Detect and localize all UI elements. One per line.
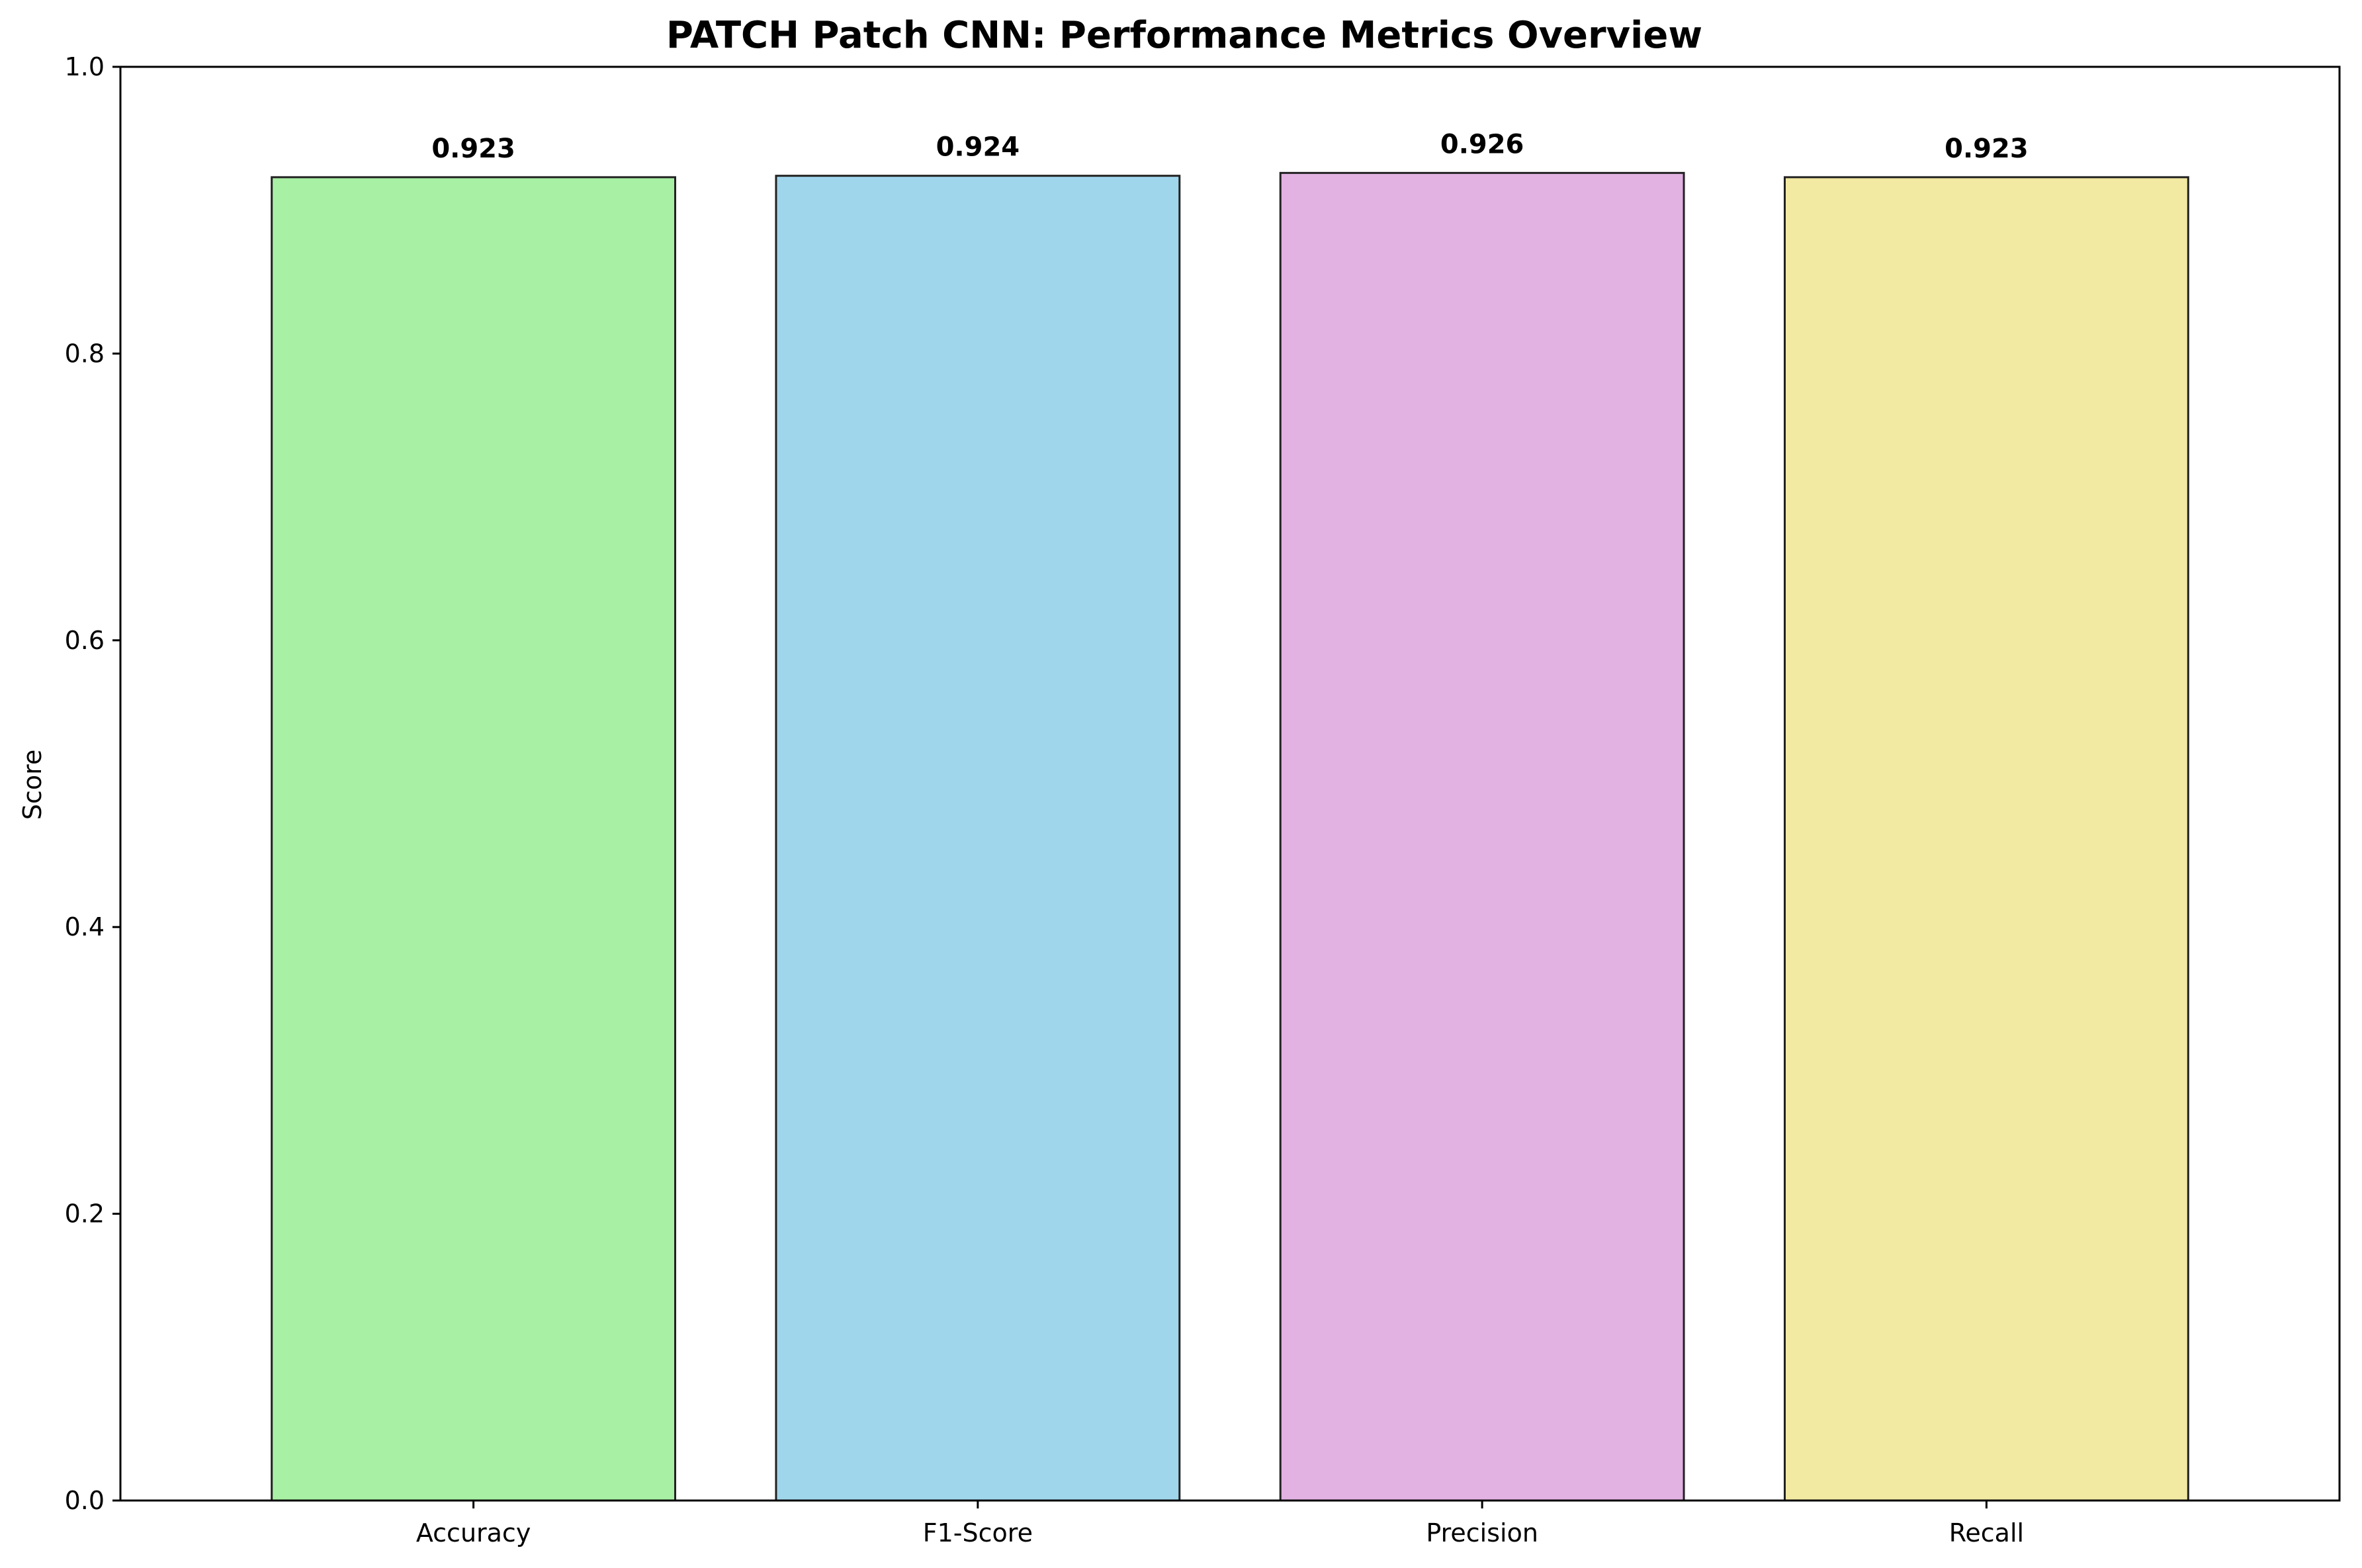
data-label: 0.924: [936, 132, 1020, 163]
x-axis-ticks: Accuracy F1-Score Precision Recall: [416, 1501, 2024, 1547]
bar-precision: [1279, 171, 1685, 1502]
y-axis-ticks: 0.0 0.2 0.4 0.6 0.8 1.0: [65, 52, 120, 1515]
data-label: 0.923: [431, 134, 515, 164]
y-tick-label: 0.2: [65, 1199, 105, 1229]
data-label: 0.926: [1440, 129, 1524, 159]
plot-frame: [119, 65, 2341, 1502]
bar-f1-score: [775, 175, 1181, 1502]
y-tick-label: 0.8: [65, 339, 105, 368]
bar-recall: [1784, 176, 2189, 1502]
bars-layer: [271, 171, 2189, 1502]
y-tick-label: 0.0: [65, 1486, 105, 1515]
y-tick-label: 1.0: [65, 52, 105, 81]
value-labels-layer: 0.923 0.924 0.926 0.923: [431, 129, 2028, 164]
x-tick-label: Recall: [1949, 1518, 2024, 1547]
y-tick-label: 0.4: [65, 912, 105, 941]
y-tick-label: 0.6: [65, 626, 105, 655]
chart-title: PATCH Patch CNN: Performance Metrics Ove…: [666, 14, 1702, 57]
bar-accuracy: [271, 176, 676, 1502]
data-label: 0.923: [1945, 134, 2029, 164]
x-tick-label: Accuracy: [416, 1518, 531, 1547]
x-tick-label: F1-Score: [923, 1518, 1033, 1547]
x-tick-label: Precision: [1426, 1518, 1538, 1547]
y-axis-label: Score: [18, 750, 47, 820]
